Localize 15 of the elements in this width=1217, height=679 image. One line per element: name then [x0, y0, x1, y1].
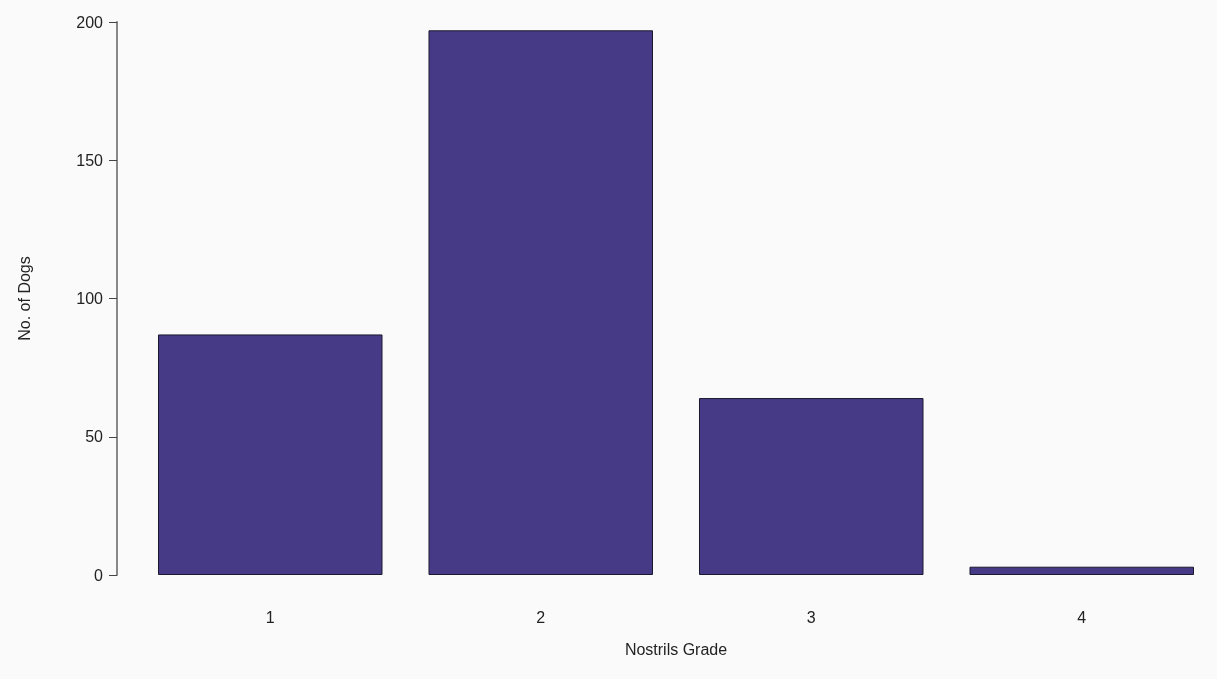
y-tick-label: 150 [76, 151, 104, 169]
y-tick-label: 200 [76, 13, 104, 31]
x-tick-label: 1 [265, 608, 275, 626]
x-axis-title: Nostrils Grade [624, 640, 728, 658]
bar [428, 30, 654, 575]
x-tick-label: 4 [1077, 608, 1087, 626]
y-axis-title: No. of Dogs [15, 256, 33, 341]
bar [698, 398, 924, 575]
y-tick-label: 0 [94, 566, 104, 584]
bar [157, 334, 383, 575]
y-tick-label: 50 [85, 428, 104, 446]
y-tick-label: 100 [76, 290, 104, 307]
x-tick-label: 2 [536, 608, 546, 626]
bar [969, 566, 1195, 575]
x-tick-label: 3 [806, 608, 816, 626]
